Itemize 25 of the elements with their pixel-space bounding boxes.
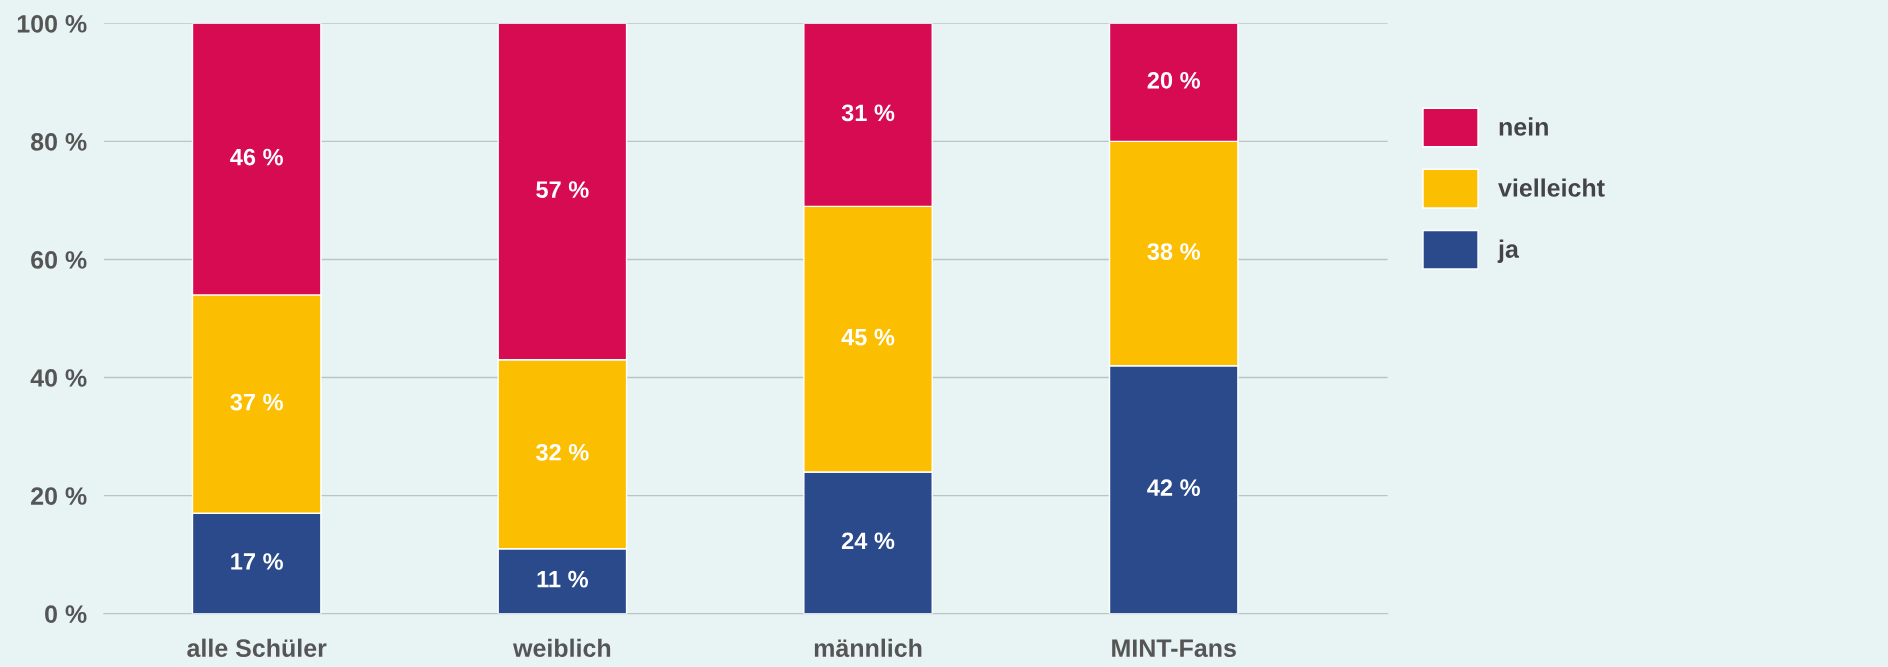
y-tick-label: 40 % (30, 369, 87, 387)
x-tick-label: alle Schüler (187, 638, 327, 657)
y-tick-label: 60 % (31, 251, 87, 269)
data-label: 45 % (841, 328, 895, 346)
y-tick-label: 0 % (45, 605, 87, 623)
data-label: 46 % (230, 148, 283, 166)
legend-label: vielleicht (1498, 178, 1605, 197)
data-label: 31 % (841, 104, 895, 122)
legend-label: nein (1499, 117, 1548, 136)
data-label: 57 % (536, 181, 589, 198)
data-label: 17 % (231, 553, 283, 570)
data-label: 37 % (230, 393, 283, 411)
data-label: 20 % (1147, 71, 1200, 89)
data-label: 11 % (537, 570, 588, 588)
data-label: 42 % (1147, 479, 1200, 496)
y-tick-label: 100 % (17, 14, 87, 33)
legend-label: ja (1497, 239, 1520, 263)
x-tick-label: männlich (814, 638, 922, 657)
x-tick-label: weiblich (512, 638, 611, 657)
y-tick-label: 80 % (30, 133, 87, 151)
data-label: 32 % (535, 443, 589, 461)
data-label: 38 % (1147, 243, 1200, 260)
data-label: 24 % (841, 532, 895, 550)
y-tick-label: 20 % (31, 487, 87, 505)
x-tick-label: MINT-Fans (1112, 639, 1236, 657)
